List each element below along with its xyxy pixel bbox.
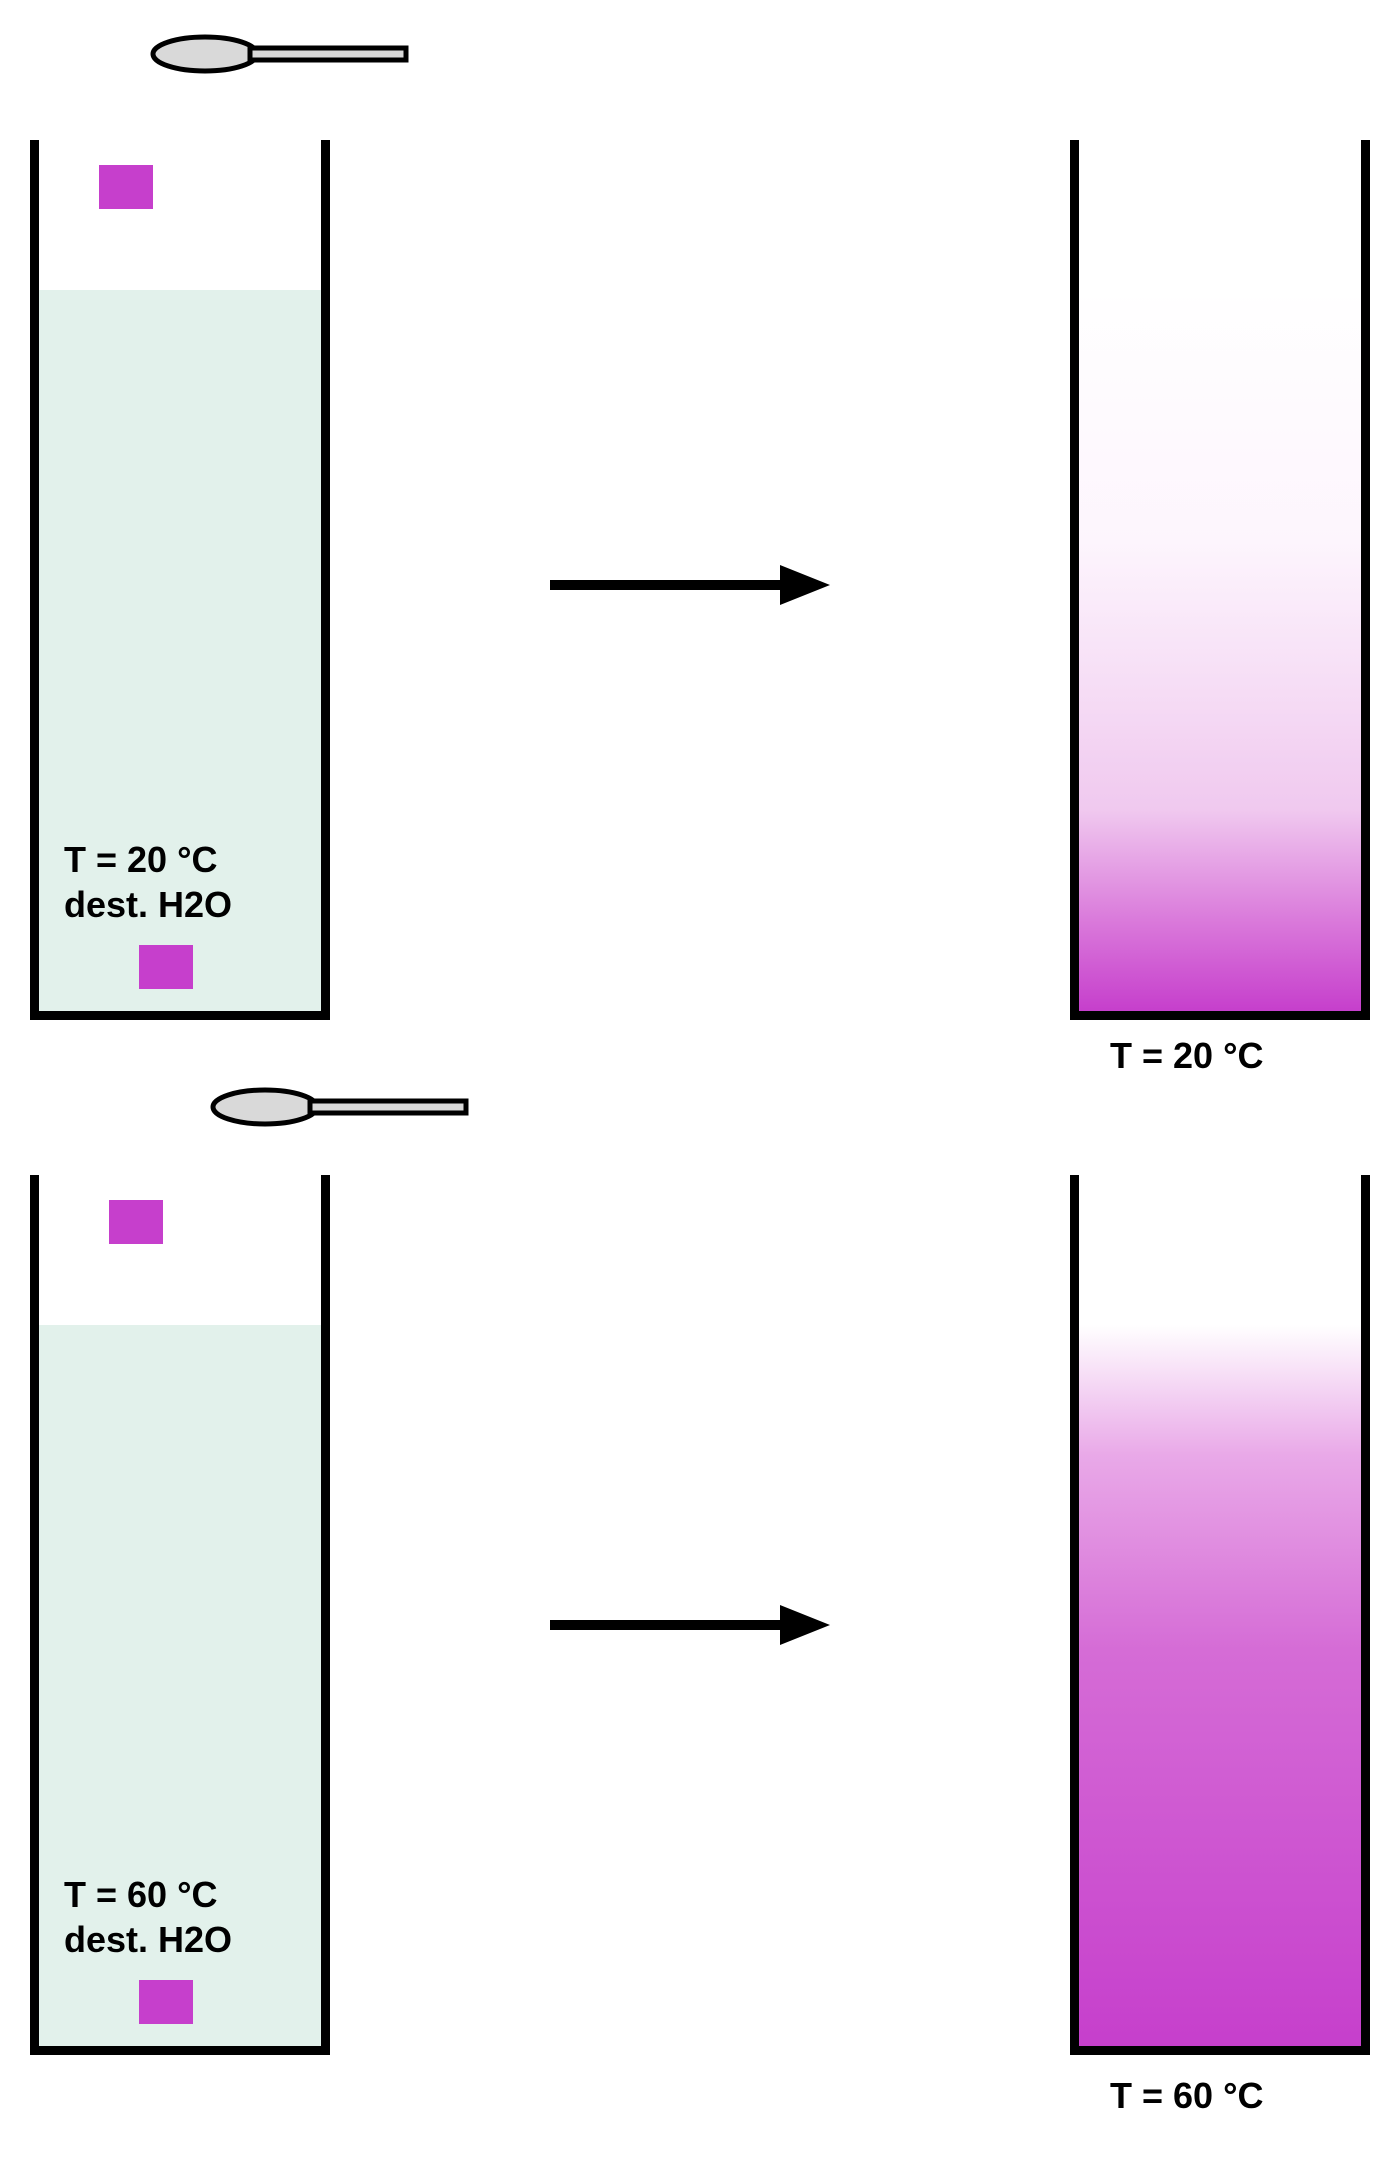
- diffusion-diagram: T = 20 °C dest. H2O T = 20 °C T = 60 °C …: [20, 20, 1380, 2151]
- temp-label: T = 20 °C: [1110, 1035, 1263, 1077]
- solvent-label: dest. H2O: [64, 1919, 232, 1961]
- temp-label: T = 20 °C: [64, 839, 217, 881]
- crystal-icon: [109, 1200, 163, 1244]
- beaker-result-20c: [1070, 140, 1370, 1020]
- diffused-solution: [1079, 1325, 1361, 2046]
- crystal-icon: [99, 165, 153, 209]
- temp-label: T = 60 °C: [64, 1874, 217, 1916]
- temp-label: T = 60 °C: [1110, 2075, 1263, 2117]
- spatula-icon: [150, 32, 410, 76]
- beaker-initial-60c: T = 60 °C dest. H2O: [30, 1175, 330, 2055]
- beaker-initial-20c: T = 20 °C dest. H2O: [30, 140, 330, 1020]
- arrow-icon: [550, 560, 830, 610]
- diffused-solution: [1079, 290, 1361, 1011]
- beaker-result-60c: [1070, 1175, 1370, 2055]
- arrow-icon: [550, 1600, 830, 1650]
- solvent-label: dest. H2O: [64, 884, 232, 926]
- crystal-icon: [139, 945, 193, 989]
- spatula-icon: [210, 1085, 470, 1129]
- crystal-icon: [139, 1980, 193, 2024]
